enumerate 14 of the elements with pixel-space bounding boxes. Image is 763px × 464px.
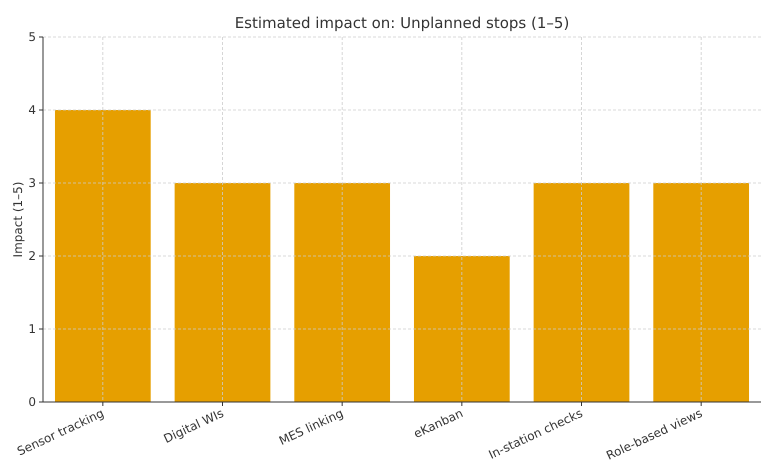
bar: [534, 183, 630, 402]
bar: [294, 183, 390, 402]
y-tick-label: 4: [28, 103, 36, 118]
y-tick-label: 5: [28, 30, 36, 44]
y-tick-label: 1: [28, 322, 36, 336]
y-axis-title: Impact (1–5): [11, 182, 25, 258]
bar: [54, 110, 151, 402]
y-tick-label: 3: [28, 176, 36, 190]
bar: [653, 183, 750, 402]
bar: [174, 183, 270, 402]
y-tick-label: 0: [28, 395, 36, 410]
y-tick-label: 2: [28, 249, 36, 264]
chart-title: Estimated impact on: Unplanned stops (1–5): [234, 14, 570, 32]
bar: [414, 256, 510, 402]
